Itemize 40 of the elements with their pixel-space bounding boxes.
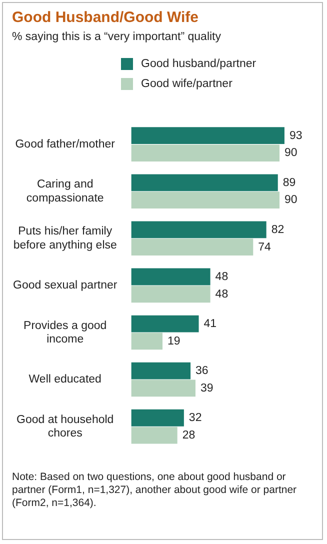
data-label: 48 [215, 270, 228, 283]
data-label: 74 [258, 241, 272, 254]
data-label: 36 [196, 365, 208, 378]
bar [131, 238, 254, 256]
bar [131, 362, 191, 380]
bar [131, 192, 280, 209]
y-tick-label: Well educated [28, 374, 102, 386]
data-label: 28 [182, 429, 196, 442]
bar [131, 426, 178, 444]
text: Note: Based on two questions, one about good husband or partner (Form1, n=1,327), another about good wife or partner (Form2, n=1,364). [12, 471, 298, 510]
bar [131, 409, 184, 426]
bar [131, 144, 280, 162]
data-label: 32 [188, 412, 202, 424]
y-tick-label: Puts his/her family before anything else [13, 226, 117, 252]
chart-subtitle: % saying this is a “very important” quality [12, 31, 221, 43]
data-label: 90 [284, 147, 298, 160]
bar [131, 268, 210, 286]
legend-label: Good wife/partner [141, 78, 232, 90]
y-tick-label: Good sexual partner [13, 280, 118, 292]
data-label: 89 [282, 176, 296, 189]
data-label: 82 [271, 224, 284, 236]
data-label: 39 [200, 382, 214, 394]
data-label: 90 [284, 194, 298, 206]
y-tick-label: Caring and compassionate [26, 178, 104, 204]
bar [131, 174, 278, 192]
data-label: 19 [168, 335, 180, 348]
bar [131, 315, 199, 332]
y-tick-label: Good father/mother [15, 138, 116, 150]
bar [131, 127, 284, 144]
legend-label: Good husband/partner [141, 58, 256, 70]
data-label: 41 [204, 318, 217, 330]
data-label: 93 [289, 130, 302, 142]
data-label: 48 [215, 288, 228, 300]
bar [131, 380, 196, 397]
y-tick-label: Provides a good income [24, 320, 107, 346]
bar [131, 221, 266, 238]
chart-title: Good Husband/Good Wife [12, 9, 199, 26]
y-tick-label: Good at household chores [16, 414, 114, 440]
bar [131, 286, 210, 303]
bar [131, 332, 163, 350]
